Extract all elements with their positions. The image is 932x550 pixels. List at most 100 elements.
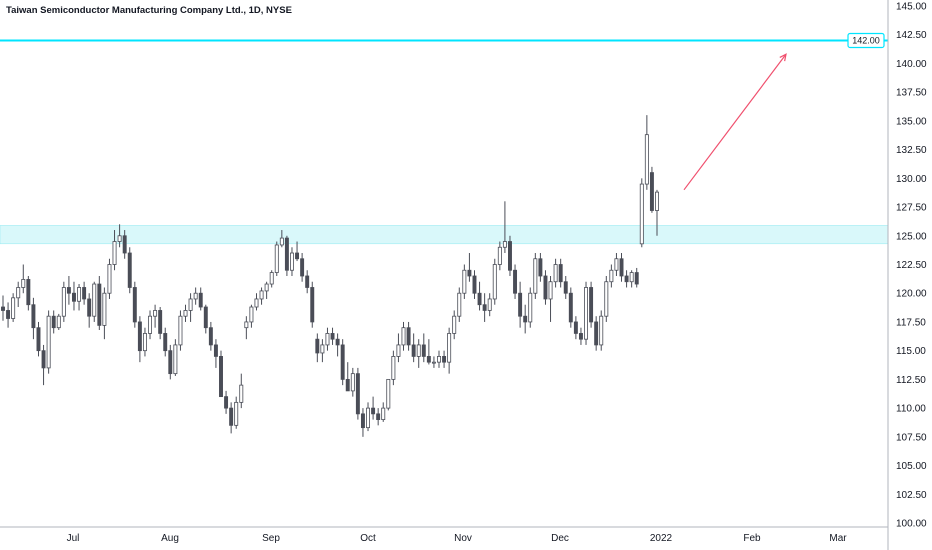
candle-body (502, 241, 507, 248)
candle (1, 295, 5, 321)
candle-body (87, 298, 92, 317)
candle (56, 313, 61, 330)
candle (72, 281, 76, 311)
candle (589, 281, 594, 328)
candle-body (320, 344, 325, 354)
candle-body (462, 269, 467, 294)
candle (578, 327, 583, 345)
candle-body (548, 281, 553, 300)
candle-body (198, 292, 203, 308)
candle (523, 304, 528, 334)
candle-body (513, 269, 518, 294)
candle (295, 241, 300, 262)
candle (442, 350, 447, 368)
candle-body (528, 292, 533, 323)
candle-body (82, 287, 87, 300)
candle (604, 275, 609, 322)
candle (97, 275, 102, 330)
candle (573, 316, 578, 340)
candle (497, 241, 502, 271)
candle-body (442, 356, 447, 363)
candle (198, 287, 203, 311)
candle-body (193, 292, 198, 300)
candle (568, 287, 573, 328)
candle (513, 264, 518, 299)
candle-body (102, 292, 107, 326)
candle (178, 310, 183, 351)
candle (264, 281, 269, 299)
candle-body (153, 310, 158, 317)
candle-body (61, 287, 66, 317)
candle-body (295, 252, 300, 260)
candle (127, 247, 132, 294)
y-tick-label: 105.00 (896, 461, 927, 472)
candle-body (178, 315, 183, 346)
price-tag (847, 32, 885, 49)
candle (168, 344, 173, 380)
y-tick-label: 122.50 (896, 260, 927, 271)
candle-body (274, 244, 279, 273)
candle-body (77, 287, 82, 302)
candle (229, 402, 234, 434)
candle-body (163, 333, 168, 352)
candle-body (330, 333, 335, 340)
candle-body (406, 327, 411, 346)
y-tick-label: 125.00 (896, 231, 927, 242)
candle-body (11, 297, 16, 319)
candle (77, 284, 82, 311)
candle (330, 327, 335, 345)
candle-body (122, 235, 127, 254)
candle-body (482, 304, 487, 311)
y-tick-label: 100.00 (896, 519, 927, 530)
x-tick-label: Sep (262, 533, 280, 544)
candle-body (340, 344, 345, 380)
candle (107, 258, 112, 299)
candle-body (36, 327, 41, 352)
candle-body (604, 281, 609, 317)
candle-body (26, 279, 31, 306)
candle-body (589, 287, 594, 323)
candle (396, 333, 401, 363)
candle (553, 258, 558, 288)
x-tick-label: Oct (360, 533, 376, 544)
y-tick-label: 115.00 (896, 346, 926, 357)
candle-body (431, 361, 436, 364)
candle (122, 230, 127, 259)
candle (533, 253, 538, 299)
candle-body (188, 298, 193, 311)
y-tick-label: 137.50 (896, 88, 927, 99)
candle-body (345, 378, 350, 392)
candle (153, 304, 158, 328)
candle-body (553, 264, 558, 283)
x-tick-label: Jul (67, 533, 80, 544)
candle (381, 402, 386, 422)
candle (163, 327, 168, 357)
candle-body (426, 356, 431, 363)
candle-body (66, 287, 71, 294)
candle (508, 235, 512, 276)
y-tick-label: 107.50 (896, 432, 927, 443)
candle-body (487, 298, 492, 311)
candle (634, 267, 639, 288)
candle (335, 333, 340, 357)
candle (148, 310, 152, 340)
candle-body (203, 306, 208, 329)
candle (158, 307, 163, 340)
candle (624, 270, 629, 288)
candle-body (168, 350, 173, 375)
candle-body (523, 315, 528, 323)
candle (655, 189, 659, 236)
candle (315, 333, 320, 363)
candle (644, 115, 649, 190)
candle-body (411, 344, 416, 357)
candle-body (244, 321, 249, 329)
candle (26, 275, 31, 311)
candle (538, 253, 543, 282)
candle (558, 258, 563, 288)
candle-body (6, 310, 11, 319)
candle (355, 367, 360, 420)
projection-arrow (683, 53, 787, 191)
candle (173, 339, 178, 376)
candle (325, 327, 330, 351)
